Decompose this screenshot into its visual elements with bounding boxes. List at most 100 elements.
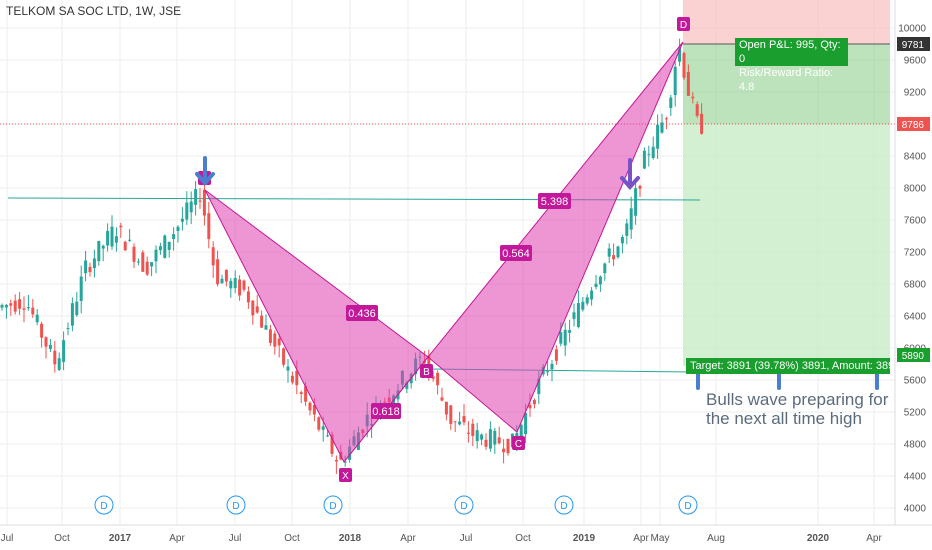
y-tick-label: 10000 (898, 24, 926, 35)
annotation-text: Bulls wave preparing for the next all ti… (706, 390, 888, 428)
candle-body (506, 438, 510, 454)
candle-body (673, 66, 677, 96)
candle-body (405, 382, 409, 389)
candle-body (471, 423, 475, 436)
candle-body (528, 404, 532, 409)
candle-body (664, 118, 668, 120)
entry-price-box (897, 37, 930, 51)
candle-body (321, 426, 325, 430)
x-tick-label: Apr (400, 533, 416, 544)
target-price-label: 5890 (902, 351, 925, 362)
candle-body (431, 376, 435, 379)
point-x-label: X (342, 471, 349, 482)
candle-body (290, 375, 294, 383)
point-d-label: D (680, 20, 687, 31)
candle-body (13, 300, 17, 312)
candle-body (4, 304, 8, 308)
dividend-icon (323, 495, 343, 515)
price-labels: 9781 8786 5890 (897, 37, 930, 362)
x-tick-label: 2018 (339, 533, 362, 544)
candle-body (590, 290, 594, 300)
candle-body (123, 241, 127, 251)
candle-body (154, 249, 158, 262)
svg-text:D: D (460, 501, 467, 512)
candle-body (268, 329, 272, 343)
arrow-down-icon (620, 158, 640, 191)
dividend-icon (226, 495, 246, 515)
candle-body (629, 208, 633, 230)
candle-body (180, 218, 184, 222)
y-tick-label: 9600 (904, 56, 927, 67)
candle-body (519, 424, 523, 440)
candle-body (119, 225, 123, 228)
candle-body (453, 421, 457, 423)
candle-body (26, 307, 30, 309)
x-tick-label: Apr (633, 533, 649, 544)
candle-body (176, 226, 180, 232)
candle-body (502, 448, 506, 453)
svg-text:D: D (560, 501, 567, 512)
candle-body (207, 213, 211, 240)
candle-body (488, 429, 492, 449)
candle-body (458, 421, 462, 425)
candle-body (691, 96, 695, 99)
open-pl-label: Open P&L: 995, Qty: 0 (739, 39, 841, 65)
candle-body (700, 113, 704, 134)
x-tick-label: 2017 (109, 533, 132, 544)
candle-body (246, 291, 250, 303)
dividend-icon (554, 495, 574, 515)
candle-body (224, 269, 228, 282)
candle-body (343, 461, 347, 463)
svg-text:D: D (100, 501, 107, 512)
y-tick-label: 5600 (904, 376, 927, 387)
candle-body (660, 122, 664, 133)
candle-body (106, 230, 110, 246)
y-tick-label: 8400 (904, 152, 927, 163)
candle-body (299, 392, 303, 395)
x-tick-label: Oct (54, 533, 70, 544)
candle-body (559, 332, 563, 344)
candle-body (31, 307, 35, 315)
y-tick-label: 5200 (904, 408, 927, 419)
candle-body (198, 200, 202, 202)
candle-body (101, 245, 105, 249)
candle-body (334, 459, 338, 462)
candle-body (312, 404, 316, 415)
candle-body (163, 235, 167, 258)
candle-body (57, 358, 61, 370)
arrow-down-icon (195, 156, 215, 187)
dividend-icon (94, 495, 114, 515)
candle-body (326, 435, 330, 437)
point-b-label: B (423, 367, 430, 378)
candle-body (550, 363, 554, 370)
candle-body (35, 314, 39, 323)
candle-body (150, 262, 154, 267)
candle-body (136, 261, 140, 263)
candle-body (462, 416, 466, 423)
candle-body (449, 405, 453, 424)
candle-body (436, 372, 440, 386)
candle-body (75, 301, 79, 316)
candle-body (48, 344, 52, 349)
candle-body (651, 146, 655, 158)
candle-body (273, 333, 277, 347)
ratio-5398-box (538, 193, 571, 209)
ratio-labels: 0.436 0.618 0.564 5.398 (346, 193, 571, 419)
candle-body (678, 48, 682, 62)
candle-body (92, 258, 96, 269)
y-tick-label: 4800 (904, 440, 927, 451)
pattern-xab (204, 189, 429, 463)
candle-body (598, 276, 602, 285)
candle-body (172, 234, 176, 240)
candle-body (9, 303, 13, 306)
candle-body (44, 337, 48, 347)
candle-body (295, 370, 299, 386)
candle-body (286, 366, 290, 371)
candle-body (634, 188, 638, 216)
position-info-box: Open P&L: 995, Qty: 0 Risk/Reward Ratio:… (735, 38, 848, 93)
candle-body (682, 53, 686, 78)
point-d-box (677, 17, 690, 31)
profit-zone (683, 124, 890, 366)
candle-body (167, 241, 171, 250)
